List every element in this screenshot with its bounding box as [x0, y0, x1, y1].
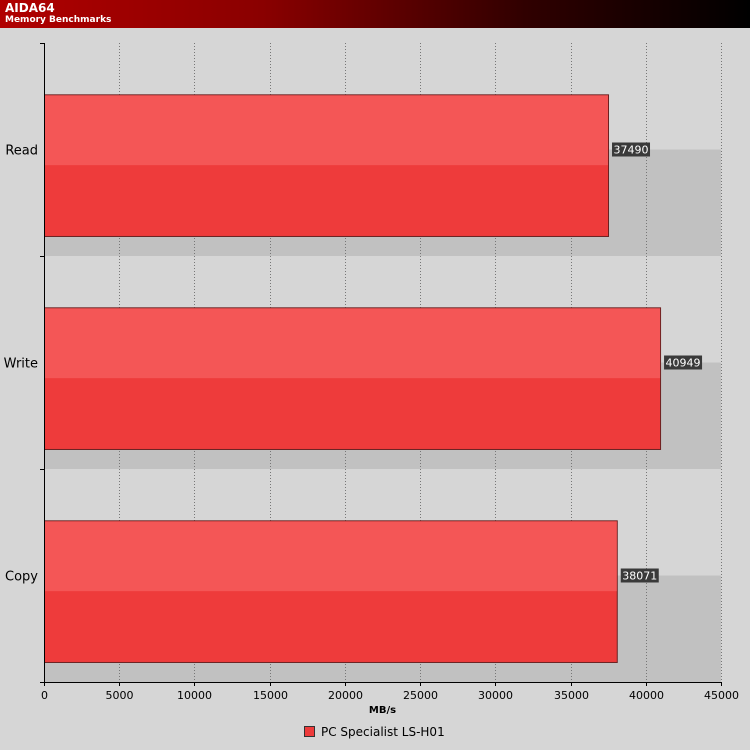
category-label: Write: [4, 357, 38, 372]
x-tick-label: 30000: [478, 689, 513, 702]
bar-chart: 0 5000 10000 15000 20000 25000 30000 35000 40000…: [4, 43, 739, 739]
legend: PC Specialist LS-H01: [304, 725, 445, 739]
bar-highlight: [45, 95, 609, 166]
value-label: 38071: [622, 570, 657, 583]
x-tick-label: 35000: [554, 689, 589, 702]
chart-header: AIDA64 Memory Benchmarks: [0, 0, 750, 28]
value-label: 40949: [666, 357, 701, 370]
x-tick-label: 15000: [253, 689, 288, 702]
category-label: Copy: [5, 570, 38, 585]
axes-layer: 0 5000 10000 15000 20000 25000 30000 35000 40000…: [40, 43, 739, 716]
value-label-background: [612, 142, 651, 157]
legend-swatch: [304, 726, 315, 737]
x-tick-label: 25000: [403, 689, 438, 702]
value-label: 37490: [614, 144, 649, 157]
value-label-background: [664, 355, 703, 370]
x-tick-label: 5000: [106, 689, 134, 702]
x-tick-label: 20000: [328, 689, 363, 702]
labels-layer: 37490 Read 40949 Write 38071 Copy: [4, 142, 703, 585]
x-tick-label: 40000: [629, 689, 664, 702]
chart-title: AIDA64: [5, 1, 55, 15]
x-tick-label: 0: [41, 689, 48, 702]
category-label: Read: [5, 144, 38, 159]
bars-layer: [44, 94, 662, 663]
value-label-background: [620, 568, 659, 583]
bar-highlight: [45, 308, 661, 379]
x-tick-label: 45000: [704, 689, 739, 702]
legend-label: PC Specialist LS-H01: [321, 725, 445, 739]
x-tick-label: 10000: [177, 689, 212, 702]
bar-highlight: [45, 521, 617, 592]
chart-subtitle: Memory Benchmarks: [5, 15, 112, 25]
x-axis-title: MB/s: [369, 705, 396, 716]
